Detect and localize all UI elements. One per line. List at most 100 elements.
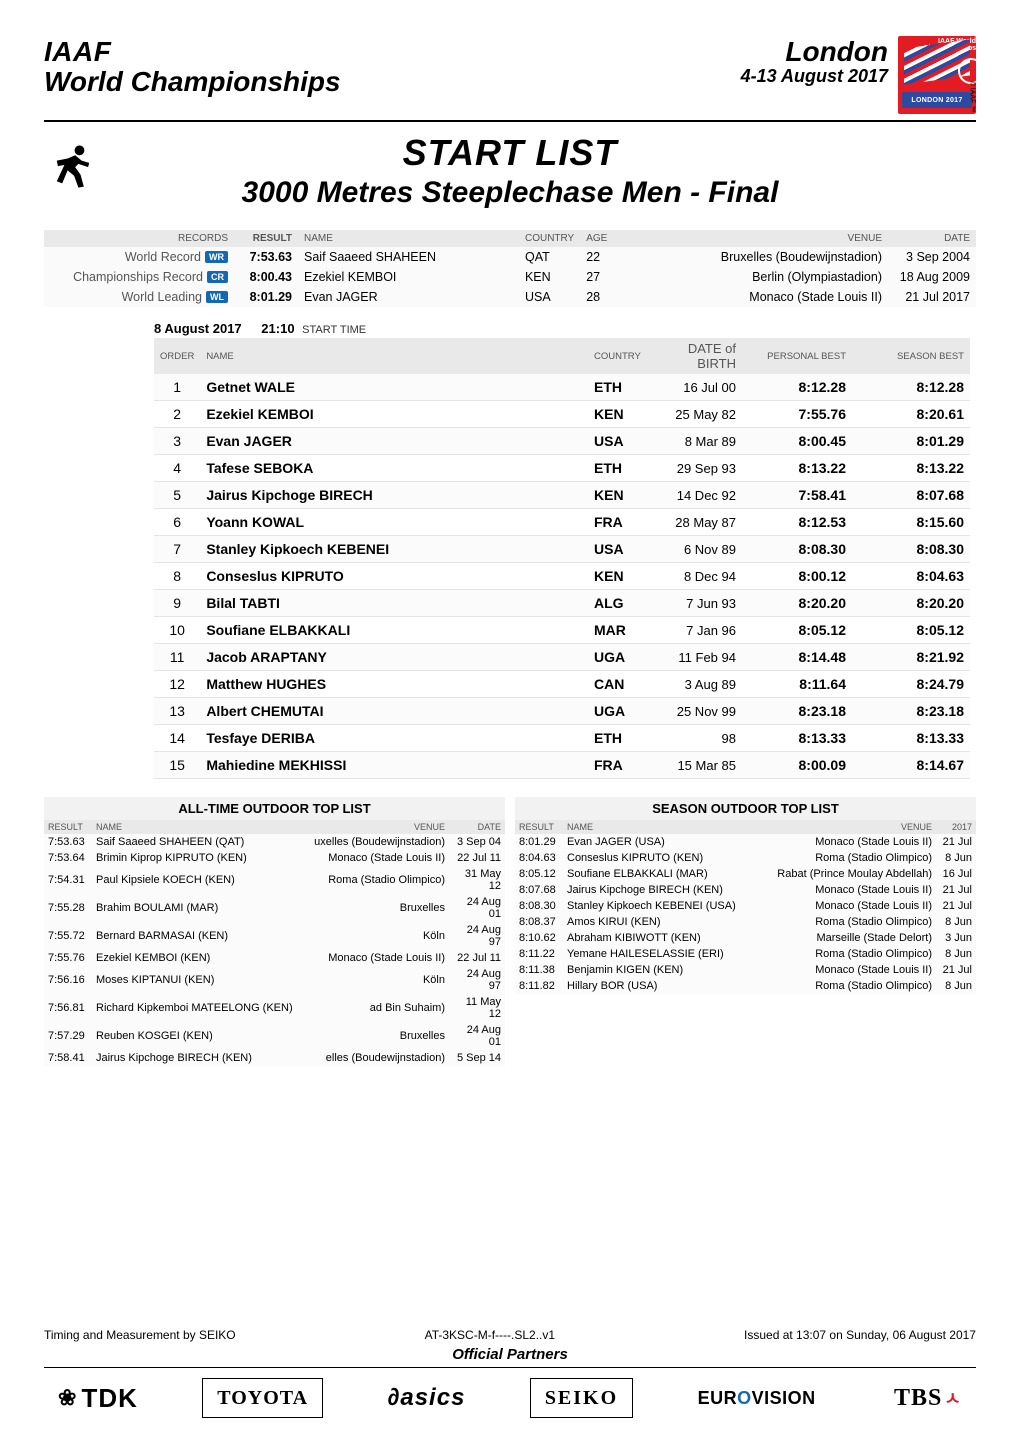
dob: 15 Mar 85 xyxy=(648,752,742,779)
athlete-name: Yoann KOWAL xyxy=(200,509,588,536)
list-row: 8:11.38Benjamin KIGEN (KEN)Monaco (Stade… xyxy=(515,962,976,978)
order: 4 xyxy=(154,455,200,482)
athlete-name: Ezekiel KEMBOI xyxy=(200,401,588,428)
euro-b: O xyxy=(737,1388,752,1409)
result: 7:56.16 xyxy=(44,966,92,994)
country: ETH xyxy=(588,455,648,482)
list-row: 8:11.22Yemane HAILESELASSIE (ERI)Roma (S… xyxy=(515,946,976,962)
athlete-name: Evan JAGER xyxy=(200,428,588,455)
dob: 25 May 82 xyxy=(648,401,742,428)
record-age: 27 xyxy=(580,267,622,287)
sponsor-row: TDK TOYOTA asics SEIKO EUROVISION TBS xyxy=(44,1378,976,1418)
list-row: 7:54.31Paul Kipsiele KOECH (KEN)Roma (St… xyxy=(44,866,505,894)
venue: Köln xyxy=(305,922,449,950)
personal-best: 8:00.09 xyxy=(742,752,852,779)
country: ETH xyxy=(588,725,648,752)
athlete-name: Albert CHEMUTAI xyxy=(200,698,588,725)
date: 21 Jul xyxy=(936,834,976,850)
country: FRA xyxy=(588,752,648,779)
result: 8:08.37 xyxy=(515,914,563,930)
logo-bar: LONDON 2017 xyxy=(902,92,972,108)
order: 9 xyxy=(154,590,200,617)
dob: 98 xyxy=(648,725,742,752)
name: Hillary BOR (USA) xyxy=(563,978,757,994)
record-name: Ezekiel KEMBOI xyxy=(298,267,519,287)
list-row: 8:07.68Jairus Kipchoge BIRECH (KEN)Monac… xyxy=(515,882,976,898)
personal-best: 8:12.28 xyxy=(742,374,852,401)
order: 5 xyxy=(154,482,200,509)
startlist-row: 15Mahiedine MEKHISSIFRA15 Mar 858:00.098… xyxy=(154,752,970,779)
personal-best: 8:05.12 xyxy=(742,617,852,644)
order: 6 xyxy=(154,509,200,536)
result: 7:55.72 xyxy=(44,922,92,950)
startlist-row: 3Evan JAGERUSA8 Mar 898:00.458:01.29 xyxy=(154,428,970,455)
athlete-name: Mahiedine MEKHISSI xyxy=(200,752,588,779)
sponsor-asics-logo: asics xyxy=(374,1378,480,1418)
euro-a: EUR xyxy=(698,1388,738,1409)
name: Stanley Kipkoech KEBENEI (USA) xyxy=(563,898,757,914)
record-venue: Bruxelles (Boudewijnstadion) xyxy=(622,247,888,267)
order: 1 xyxy=(154,374,200,401)
dob: 16 Jul 00 xyxy=(648,374,742,401)
alltime-list: ALL-TIME OUTDOOR TOP LIST RESULT NAME VE… xyxy=(44,797,505,1066)
result: 7:57.29 xyxy=(44,1022,92,1050)
season-best: 8:04.63 xyxy=(852,563,970,590)
personal-best: 8:23.18 xyxy=(742,698,852,725)
col-date: DATE xyxy=(449,820,505,834)
name: Brimin Kiprop KIPRUTO (KEN) xyxy=(92,850,305,866)
header-rule xyxy=(44,120,976,122)
heat-date: 8 August 2017 xyxy=(154,321,242,336)
athlete-name: Stanley Kipkoech KEBENEI xyxy=(200,536,588,563)
result: 8:07.68 xyxy=(515,882,563,898)
record-result: 8:00.43 xyxy=(234,267,298,287)
dob: 28 May 87 xyxy=(648,509,742,536)
col-date: DATE xyxy=(888,230,976,247)
season-best: 8:12.28 xyxy=(852,374,970,401)
name: Jairus Kipchoge BIRECH (KEN) xyxy=(563,882,757,898)
venue: Roma (Stadio Olimpico) xyxy=(757,850,936,866)
startlist-row: 6Yoann KOWALFRA28 May 878:12.538:15.60 xyxy=(154,509,970,536)
country: KEN xyxy=(588,401,648,428)
country: KEN xyxy=(588,563,648,590)
footer-right: Issued at 13:07 on Sunday, 06 August 201… xyxy=(744,1328,976,1342)
list-row: 8:11.82Hillary BOR (USA)Roma (Stadio Oli… xyxy=(515,978,976,994)
dob: 11 Feb 94 xyxy=(648,644,742,671)
startlist-row: 4Tafese SEBOKAETH29 Sep 938:13.228:13.22 xyxy=(154,455,970,482)
venue: Köln xyxy=(305,966,449,994)
athlete-name: Jairus Kipchoge BIRECH xyxy=(200,482,588,509)
list-row: 8:08.37Amos KIRUI (KEN)Roma (Stadio Olim… xyxy=(515,914,976,930)
season-table: RESULT NAME VENUE 2017 8:01.29Evan JAGER… xyxy=(515,820,976,994)
record-label: Championships RecordCR xyxy=(44,267,234,287)
venue: Rabat (Prince Moulay Abdellah) xyxy=(757,866,936,882)
record-tag: WR xyxy=(205,251,228,263)
name: Conseslus KIPRUTO (KEN) xyxy=(563,850,757,866)
record-date: 18 Aug 2009 xyxy=(888,267,976,287)
venue: elles (Boudewijnstadion) xyxy=(305,1050,449,1066)
dates-label: 4-13 August 2017 xyxy=(741,66,888,87)
col-age: AGE xyxy=(580,230,622,247)
list-row: 7:56.81Richard Kipkemboi MATEELONG (KEN)… xyxy=(44,994,505,1022)
startlist-row: 10Soufiane ELBAKKALIMAR7 Jan 968:05.128:… xyxy=(154,617,970,644)
list-row: 7:55.28Brahim BOULAMI (MAR)Bruxelles24 A… xyxy=(44,894,505,922)
personal-best: 8:08.30 xyxy=(742,536,852,563)
alltime-title: ALL-TIME OUTDOOR TOP LIST xyxy=(44,797,505,820)
result: 8:10.62 xyxy=(515,930,563,946)
date: 24 Aug 97 xyxy=(449,922,505,950)
personal-best: 8:12.53 xyxy=(742,509,852,536)
heat-suffix: START TIME xyxy=(302,324,366,336)
venue: Monaco (Stade Louis II) xyxy=(757,898,936,914)
london-2017-logo: IAAF World Championships LONDON 2017 © I… xyxy=(898,36,976,114)
startlist-row: 1Getnet WALEETH16 Jul 008:12.288:12.28 xyxy=(154,374,970,401)
date: 24 Aug 01 xyxy=(449,1022,505,1050)
record-result: 8:01.29 xyxy=(234,287,298,307)
name: Paul Kipsiele KOECH (KEN) xyxy=(92,866,305,894)
dob: 14 Dec 92 xyxy=(648,482,742,509)
venue: ad Bin Suhaim) xyxy=(305,994,449,1022)
country: KEN xyxy=(588,482,648,509)
record-venue: Berlin (Olympiastadion) xyxy=(622,267,888,287)
record-name: Evan JAGER xyxy=(298,287,519,307)
season-title: SEASON OUTDOOR TOP LIST xyxy=(515,797,976,820)
venue: uxelles (Boudewijnstadion) xyxy=(305,834,449,850)
record-date: 3 Sep 2004 xyxy=(888,247,976,267)
date: 31 May 12 xyxy=(449,866,505,894)
